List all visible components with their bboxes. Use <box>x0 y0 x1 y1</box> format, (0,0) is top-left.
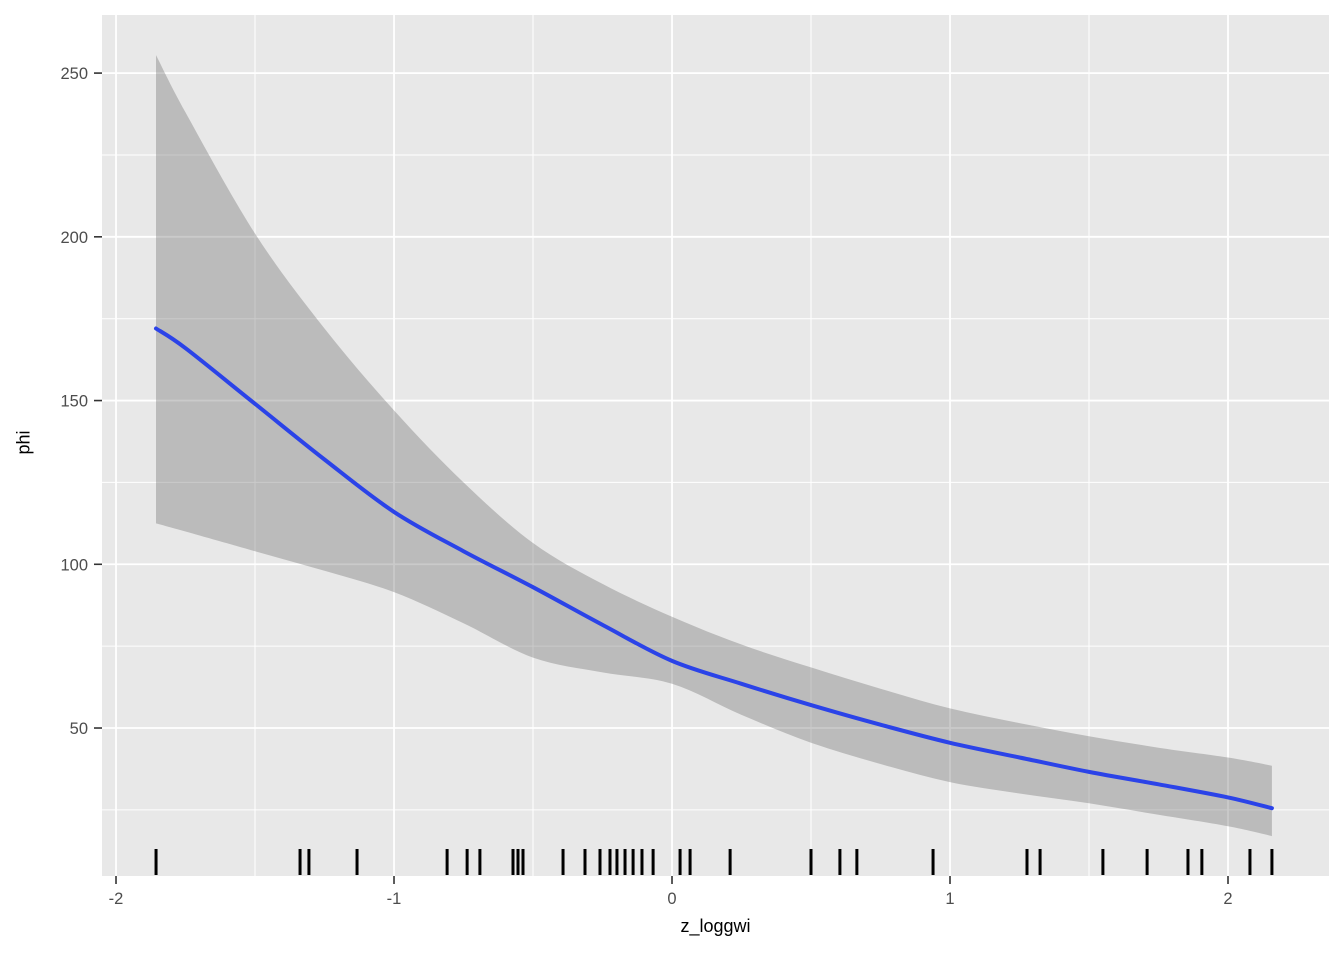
x-axis-title: z_loggwi <box>680 916 751 936</box>
svg-text:100: 100 <box>60 556 88 574</box>
y-axis-title: phi <box>13 430 34 455</box>
svg-text:2: 2 <box>1223 890 1232 908</box>
svg-text:-2: -2 <box>109 890 124 908</box>
minor-gridlines <box>102 15 1329 876</box>
svg-text:200: 200 <box>60 229 88 247</box>
confidence-ribbon <box>156 55 1272 837</box>
x-tick-labels: -2 -1 0 1 2 <box>109 890 1233 908</box>
svg-text:250: 250 <box>60 65 88 83</box>
regression-line <box>154 326 1274 811</box>
y-tick-labels: 50 100 150 200 250 <box>60 65 88 738</box>
svg-text:1: 1 <box>945 890 954 908</box>
svg-text:150: 150 <box>60 393 88 411</box>
svg-text:0: 0 <box>667 890 676 908</box>
axis-tick-marks <box>94 72 1229 884</box>
rug-marks <box>154 849 1274 875</box>
svg-text:50: 50 <box>70 720 88 738</box>
svg-text:-1: -1 <box>387 890 402 908</box>
major-gridlines <box>102 15 1329 876</box>
